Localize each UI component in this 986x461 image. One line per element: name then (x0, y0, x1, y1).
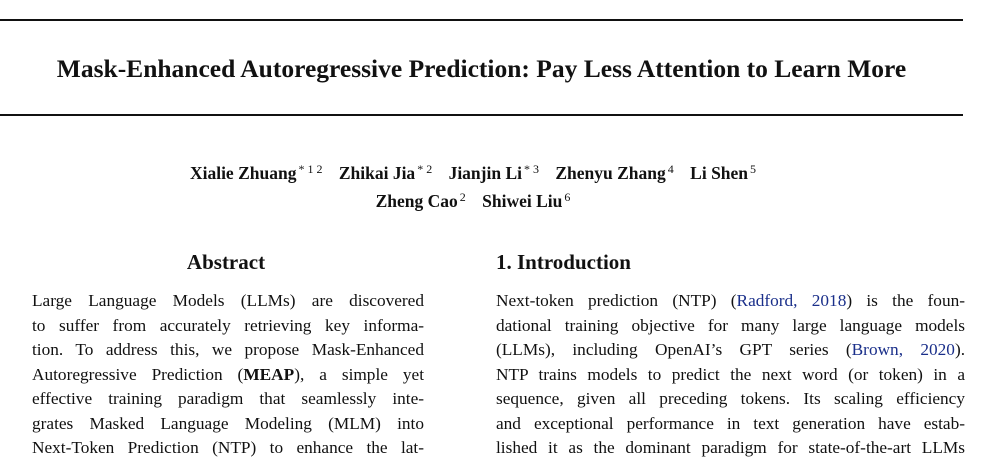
author-affiliation-marks: 2 (459, 190, 466, 204)
introduction-text: ). (954, 340, 966, 359)
author-name: Zheng Cao (375, 191, 458, 211)
author-affiliation-marks: 4 (667, 162, 674, 176)
introduction-line: NTP trains models to predict the next wo… (496, 364, 965, 384)
introduction-line: lished it as the dominant paradigm for s… (496, 438, 965, 457)
author-line-1: Xialie Zhuang * 1 2 Zhikai Jia * 2 Jianjin… (0, 157, 946, 185)
author-name: Li Shen (690, 163, 749, 183)
introduction-text: (LLMs), including OpenAI’s GPT series ( (496, 340, 852, 359)
introduction-line: sequence, given all preceding tokens. It… (496, 389, 965, 408)
citation-link[interactable]: Radford, 2018 (736, 291, 847, 310)
author: Zhikai Jia * 2 (338, 162, 433, 183)
abstract-line: Large Language Models (LLMs) are discove… (32, 291, 424, 310)
author: Li Shen 5 (690, 162, 757, 183)
abstract-line: effective training paradigm that seamles… (32, 389, 424, 408)
abstract-line: Next-Token Prediction (NTP) to enhance t… (32, 438, 424, 457)
author-affiliation-marks: * 3 (524, 162, 539, 176)
author-affiliation-marks: * 2 (417, 162, 433, 176)
method-name-bold: MEAP (243, 364, 295, 384)
author-name: Zhenyu Zhang (555, 163, 666, 183)
author: Zheng Cao 2 (375, 190, 466, 211)
abstract-line: to suffer from accurately retrieving key… (32, 315, 424, 335)
introduction-heading: 1. Introduction (496, 250, 631, 274)
introduction-text: Next-token prediction (NTP) ( (496, 291, 737, 310)
author-affiliation-marks: * 1 2 (298, 162, 323, 176)
abstract-line: Autoregressive Prediction (MEAP), a simp… (32, 363, 424, 388)
author-list: Xialie Zhuang * 1 2 Zhikai Jia * 2 Jianjin… (0, 157, 946, 213)
title-top-rule (0, 19, 963, 21)
title-bottom-rule (0, 114, 963, 116)
abstract-heading: Abstract (186, 250, 266, 274)
introduction-text: ) is the foun- (846, 291, 965, 310)
introduction-body: Next-token prediction (NTP) (Radford, 20… (496, 289, 965, 461)
author-name: Zhikai Jia (338, 163, 416, 183)
introduction-line: and exceptional performance in text gene… (496, 413, 965, 433)
abstract-line: grates Masked Language Modeling (MLM) in… (32, 413, 424, 433)
author: Zhenyu Zhang 4 (555, 162, 674, 183)
author-name: Jianjin Li (448, 163, 522, 183)
abstract-text: ), a simple yet (294, 364, 424, 384)
author-affiliation-marks: 6 (564, 190, 571, 204)
author: Shiwei Liu 6 (482, 190, 571, 211)
introduction-line: Next-token prediction (NTP) (Radford, 20… (496, 289, 965, 314)
introduction-line: dational training objective for many lar… (496, 315, 965, 335)
abstract-text: Autoregressive Prediction ( (32, 364, 244, 384)
introduction-line: (LLMs), including OpenAI’s GPT series (B… (496, 338, 965, 363)
author-name: Xialie Zhuang (189, 163, 297, 183)
citation-link[interactable]: Brown, 2020 (851, 340, 955, 359)
author: Xialie Zhuang * 1 2 (189, 162, 323, 183)
author: Jianjin Li * 3 (448, 162, 539, 183)
author-line-2: Zheng Cao 2 Shiwei Liu 6 (0, 185, 946, 213)
author-affiliation-marks: 5 (750, 162, 757, 176)
paper-title: Mask-Enhanced Autoregressive Prediction:… (56, 54, 907, 83)
author-name: Shiwei Liu (482, 191, 563, 211)
abstract-line: tion. To address this, we propose Mask-E… (32, 340, 424, 359)
abstract-body: Large Language Models (LLMs) are discove… (32, 289, 424, 461)
